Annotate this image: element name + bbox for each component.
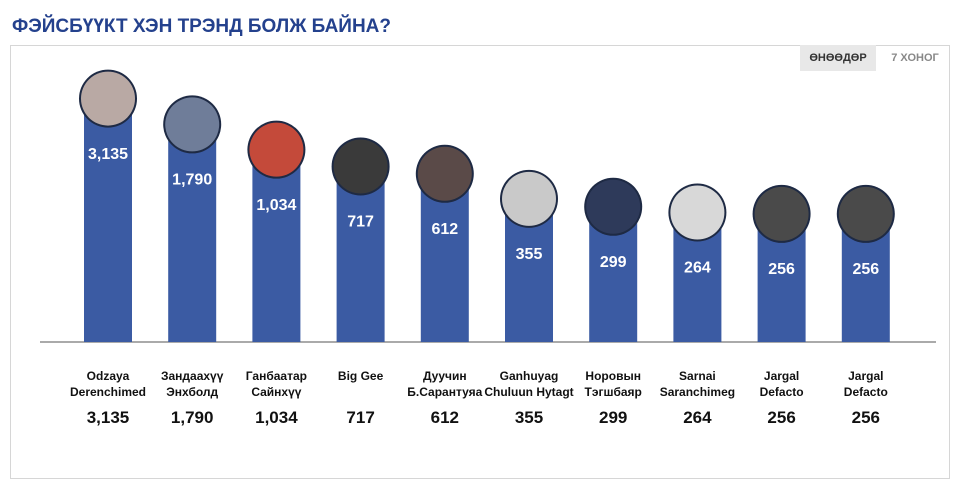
avatar-photo bbox=[670, 185, 725, 240]
category-label: Sarnai Saranchimeg bbox=[659, 369, 736, 399]
value-label: 612 bbox=[430, 408, 459, 427]
avatar-photo bbox=[417, 146, 472, 201]
avatar-photo bbox=[81, 71, 135, 126]
value-label: 355 bbox=[514, 408, 544, 427]
bar-value-label: 355 bbox=[516, 246, 543, 263]
bar-value-label: 3,135 bbox=[88, 146, 128, 163]
category-label: Дуучин Б.Сарантуяа bbox=[407, 369, 483, 399]
avatar-photo bbox=[249, 122, 304, 177]
value-label: 3,135 bbox=[86, 408, 130, 427]
avatar-photo bbox=[333, 139, 388, 194]
value-label: 1,034 bbox=[255, 408, 298, 427]
panel bbox=[10, 45, 950, 479]
bar bbox=[84, 98, 132, 343]
value-label: 299 bbox=[599, 408, 628, 427]
avatar-photo bbox=[502, 171, 556, 226]
value-label: 256 bbox=[851, 408, 880, 427]
bar bbox=[168, 124, 217, 342]
bar bbox=[336, 166, 385, 342]
category-label: Ganhuyag Chuluun Hytagt bbox=[484, 369, 574, 399]
category-label: Ганбаатар Сайнхүү bbox=[245, 369, 307, 399]
bar-value-label: 256 bbox=[852, 261, 879, 278]
category-label: Big Gee bbox=[337, 369, 384, 383]
bar bbox=[252, 149, 301, 342]
bar-value-label: 299 bbox=[600, 254, 627, 271]
value-label: 256 bbox=[767, 408, 796, 427]
avatar-photo bbox=[754, 186, 809, 241]
avatar-photo bbox=[586, 179, 641, 234]
chart-title: ФЭЙСБҮҮКТ ХЭН ТРЭНД БОЛЖ БАЙНА? bbox=[12, 16, 392, 37]
category-label: Зандаахүү Энхболд bbox=[160, 369, 224, 399]
avatar-photo bbox=[165, 97, 220, 152]
bar-value-label: 717 bbox=[347, 214, 374, 231]
tab[interactable]: 7 ХОНОГ bbox=[891, 52, 939, 64]
bar-value-label: 1,790 bbox=[172, 172, 212, 189]
bar-value-label: 1,034 bbox=[256, 197, 296, 214]
bar-value-label: 256 bbox=[768, 261, 795, 278]
value-label: 717 bbox=[346, 408, 375, 427]
bar-value-label: 612 bbox=[431, 221, 458, 238]
category-label: Норовын Тэгшбаяр bbox=[584, 369, 642, 399]
category-label: Jargal Defacto bbox=[843, 369, 888, 399]
tab[interactable]: ӨНӨӨДӨР bbox=[800, 45, 876, 71]
category-label: Jargal Defacto bbox=[759, 369, 804, 399]
avatar-photo bbox=[838, 186, 893, 241]
value-label: 1,790 bbox=[170, 408, 214, 427]
bar-value-label: 264 bbox=[684, 260, 711, 277]
value-label: 264 bbox=[683, 408, 712, 427]
category-label: Odzaya Derenchimed bbox=[69, 369, 147, 399]
